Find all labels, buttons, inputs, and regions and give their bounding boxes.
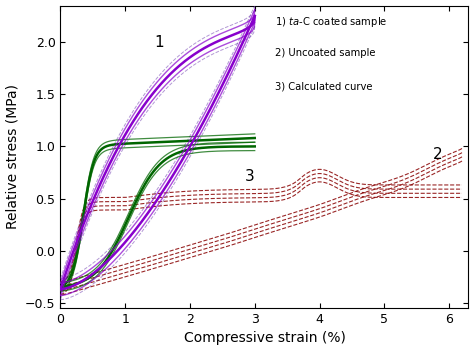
Y-axis label: Relative stress (MPa): Relative stress (MPa) bbox=[6, 84, 19, 229]
Text: 2: 2 bbox=[433, 147, 442, 162]
Text: 1) $\it{ta}$-C coated sample: 1) $\it{ta}$-C coated sample bbox=[274, 15, 387, 29]
X-axis label: Compressive strain (%): Compressive strain (%) bbox=[183, 331, 346, 345]
Text: 3: 3 bbox=[245, 169, 255, 184]
Text: 1: 1 bbox=[155, 35, 164, 50]
Text: 3) Calculated curve: 3) Calculated curve bbox=[274, 81, 372, 91]
Text: 2) Uncoated sample: 2) Uncoated sample bbox=[274, 48, 375, 58]
